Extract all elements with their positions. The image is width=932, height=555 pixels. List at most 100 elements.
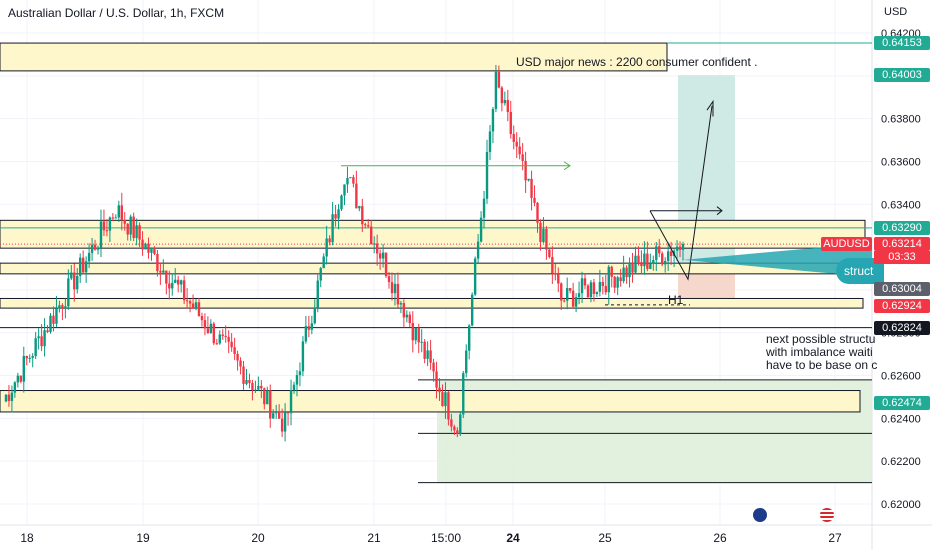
candle-body [571,290,575,307]
x-tick-label: 21 [367,531,381,545]
candle-body [34,338,37,357]
candle-body [426,350,429,359]
candle-body [266,390,269,405]
price-tag: 0.62474 [874,395,930,410]
candle-body [429,350,432,363]
candle-body [384,252,388,277]
candle-body [542,228,545,243]
candle-body [337,209,340,219]
candle-body [669,251,673,257]
candle-body [197,302,201,317]
candle-body [200,316,204,321]
candle-body [527,178,530,181]
candle-body [563,300,566,302]
candle-body [221,334,224,336]
candle-body [595,291,599,294]
candle-body [153,247,156,254]
candle-body [227,336,230,342]
candle-body [257,385,260,390]
candle-body [482,198,486,218]
y-tick-label: 0.62400 [881,413,921,425]
candle-body [49,315,52,332]
structure-note: next possible structu with imbalance wai… [766,333,877,372]
candle-body [661,253,664,265]
candle-body [334,214,337,219]
y-tick-label: 0.63600 [881,156,921,168]
candle-body [414,327,417,341]
candle-body [628,262,631,278]
candle-body [174,279,177,283]
price-tag: 0.63004 [874,282,930,297]
candle-body [491,108,495,132]
candle-body [272,413,275,419]
us-flag-icon[interactable] [820,508,834,522]
candle-body [28,357,31,359]
candle-body [470,294,474,326]
candle-body [260,385,263,389]
candle-body [479,217,483,242]
candle-body [640,262,643,267]
candle-body [43,330,46,347]
candle-body [147,243,150,253]
candle-body [331,214,334,243]
candle-body [105,230,109,232]
candle-body [70,272,73,279]
candle-body [381,252,385,259]
candle-body [557,274,560,284]
candle-body [316,280,319,308]
candle-body [533,197,536,203]
candle-body [304,326,308,342]
arrow-head [716,206,723,216]
candle-body [73,272,76,290]
candle-body [577,293,581,298]
candle-body [209,323,213,333]
candle-body [565,288,569,301]
candle-body [46,330,49,332]
price-tag: 0.63290 [874,220,930,235]
candle-body [295,375,299,385]
candle-body [194,302,198,309]
candle-body [286,412,290,414]
candle-body [370,226,373,245]
candle-body [655,246,658,261]
news-annotation: USD major news : 2200 consumer confident… [516,55,758,69]
candle-body [399,303,403,305]
candle-body [340,195,343,210]
candle-body [536,202,539,223]
candle-body [390,282,394,294]
supply-demand-zone [0,262,866,275]
candle-body [310,323,314,330]
candle-body [441,392,444,407]
candle-body [352,177,355,184]
candle-body [188,301,192,304]
candle-body [239,360,242,367]
chart-title: Australian Dollar / U.S. Dollar, 1h, FXC… [8,6,225,20]
supply-demand-zone [0,390,861,413]
candle-body [503,100,507,104]
supply-demand-zone [0,297,864,309]
candle-body [678,246,682,250]
candle-body [52,315,55,324]
candle-body [135,225,138,239]
australia-flag-icon[interactable] [753,508,767,522]
candle-body [652,260,655,264]
candle-body [361,206,364,225]
candle-body [129,216,132,235]
candle-body [64,306,67,309]
note-line-1: next possible structu [766,332,876,346]
candle-body [500,87,504,104]
candle-body [459,414,462,435]
candle-body [233,347,236,354]
candle-body [79,257,82,276]
candle-body [583,278,587,286]
price-tag: 0.64153 [874,36,930,51]
candle-body [218,334,221,344]
candle-body [518,146,521,155]
candle-body [307,326,311,330]
candle-body [485,152,489,199]
candle-body [622,267,625,282]
candle-body [649,263,652,269]
candle-body [123,219,126,224]
